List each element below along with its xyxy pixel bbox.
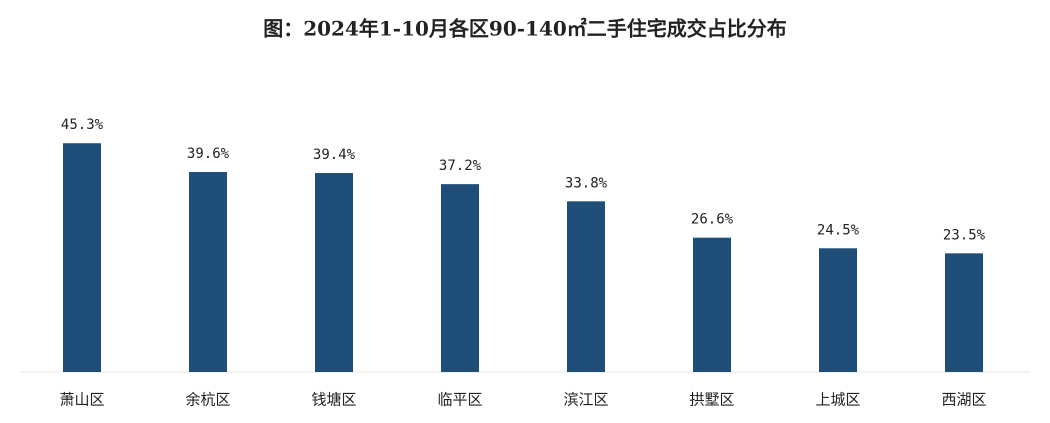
bar — [945, 253, 983, 372]
value-label: 39.6% — [187, 146, 230, 162]
bar — [63, 143, 101, 372]
value-label: 37.2% — [439, 158, 482, 174]
bar — [189, 172, 227, 372]
value-label: 45.3% — [61, 117, 104, 133]
bar — [693, 237, 731, 372]
value-label: 33.8% — [565, 175, 608, 191]
x-tick-label: 余杭区 — [185, 391, 230, 409]
value-label: 26.6% — [691, 212, 734, 228]
bar — [819, 248, 857, 372]
bar — [567, 201, 605, 372]
x-tick-label: 滨江区 — [563, 391, 608, 409]
x-tick-label: 钱塘区 — [311, 391, 356, 409]
value-label: 39.4% — [313, 147, 356, 163]
bar — [315, 173, 353, 372]
x-tick-label: 萧山区 — [59, 391, 104, 409]
value-label: 24.5% — [817, 222, 860, 238]
chart-title: 图：2024年1-10月各区90-140㎡二手住宅成交占比分布 — [263, 17, 787, 41]
x-tick-label: 临平区 — [437, 391, 482, 409]
bar — [441, 184, 479, 372]
x-tick-label: 上城区 — [815, 391, 860, 409]
x-tick-label: 拱墅区 — [689, 391, 734, 409]
x-tick-label: 西湖区 — [941, 391, 986, 409]
value-label: 23.5% — [943, 227, 986, 243]
